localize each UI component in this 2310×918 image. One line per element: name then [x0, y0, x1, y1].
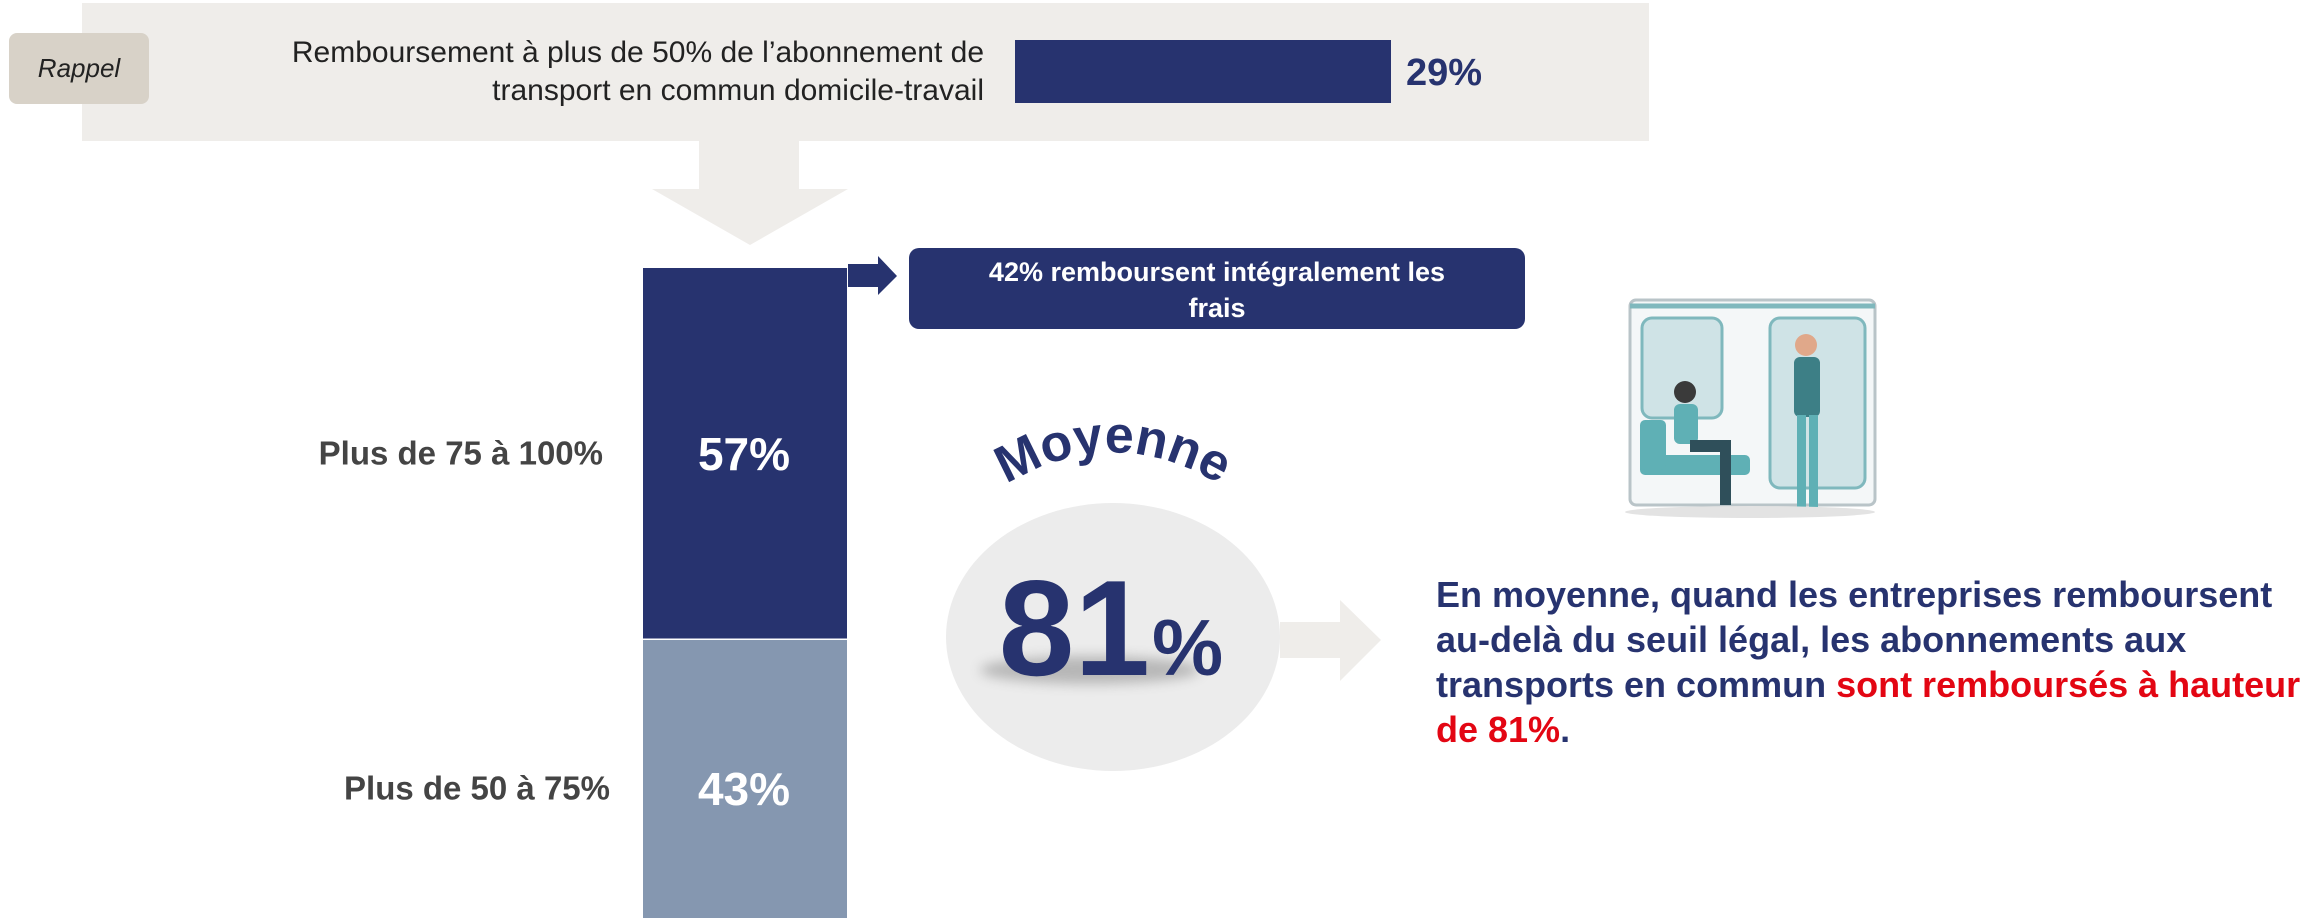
right-arrow: [1280, 600, 1381, 681]
canvas: Rappel Moyenne 81 % Remboursement à plus…: [0, 0, 2310, 918]
summary-part: .: [1560, 709, 1570, 750]
callout-text: frais: [1188, 293, 1245, 323]
rappel-bar: [1015, 40, 1391, 103]
seat-back: [1640, 420, 1666, 470]
small-arrow: [848, 256, 897, 295]
leg2b: [1809, 415, 1818, 508]
leg2a: [1797, 415, 1806, 508]
average-number: 81: [999, 552, 1150, 704]
rappel-text: Remboursement à plus de 50% de l’abonnem…: [292, 36, 984, 69]
rappel-value: 29%: [1406, 52, 1482, 94]
summary: En moyenne, quand les entreprises rembou…: [1436, 572, 2306, 752]
body: [1674, 404, 1698, 444]
segment-label: Plus de 75 à 100%: [319, 435, 603, 472]
segment-label: Plus de 50 à 75%: [344, 770, 610, 807]
shin: [1720, 440, 1731, 505]
body2: [1794, 357, 1820, 417]
rappel-tag-text: Rappel: [38, 53, 122, 83]
average-title-path: Moyenne: [986, 406, 1242, 495]
illustration: [1625, 300, 1875, 518]
rappel-text: transport en commun domicile-travail: [492, 74, 984, 107]
average-unit: %: [1152, 603, 1223, 692]
infographic: Rappel Moyenne 81 % Remboursement à plus…: [0, 0, 2310, 918]
segment-value: 57%: [698, 428, 790, 480]
floor: [1625, 506, 1875, 518]
average-title: Moyenne: [986, 406, 1242, 495]
down-arrow: [652, 141, 848, 245]
callout-text: 42% remboursent intégralement les: [989, 257, 1445, 287]
segment-value: 43%: [698, 763, 790, 815]
window: [1642, 318, 1722, 418]
head: [1674, 381, 1696, 403]
head2: [1795, 334, 1817, 356]
